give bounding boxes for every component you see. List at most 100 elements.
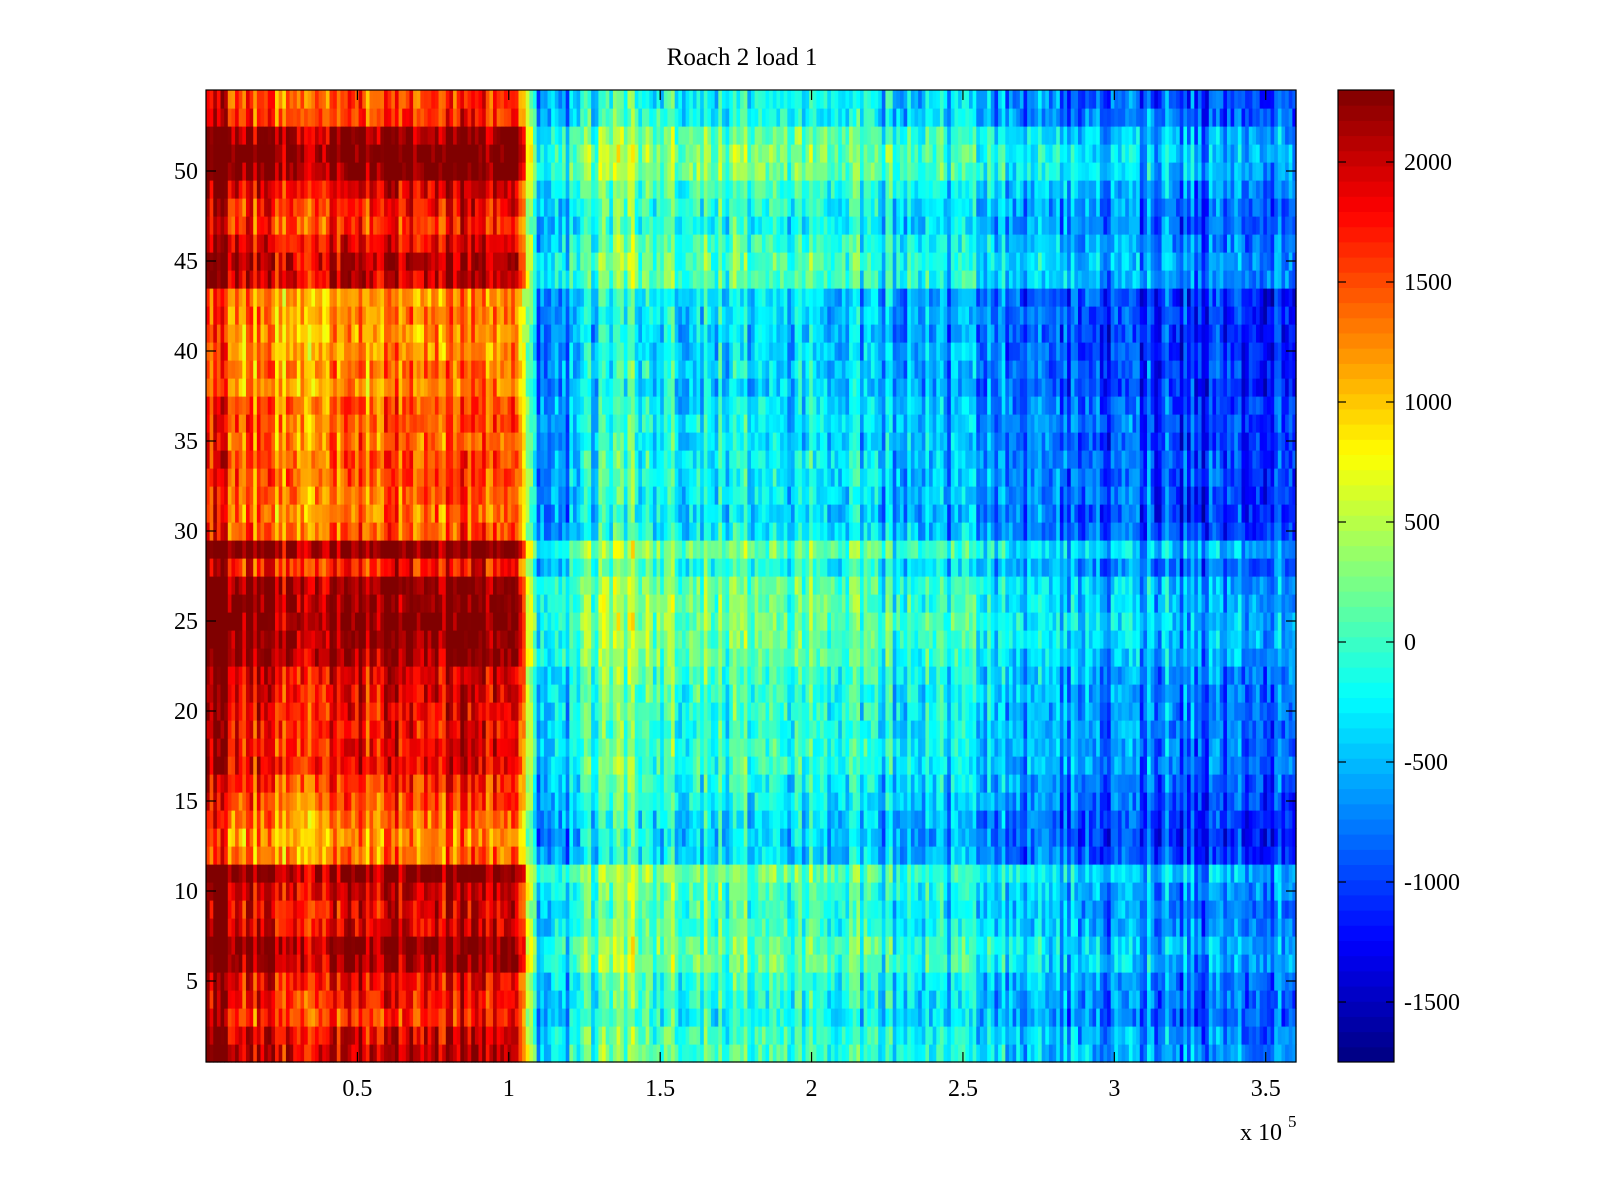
heatmap-cell — [1139, 882, 1144, 901]
heatmap-cell — [514, 756, 520, 775]
heatmap-cell — [1067, 828, 1072, 847]
heatmap-cell — [1172, 828, 1177, 847]
heatmap-cell — [1041, 936, 1046, 955]
heatmap-cell — [485, 1044, 490, 1063]
heatmap-cell — [823, 990, 828, 1009]
heatmap-cell — [373, 936, 378, 955]
heatmap-cell — [540, 990, 545, 1009]
heatmap-cell — [881, 792, 887, 811]
heatmap-cell — [398, 1026, 403, 1045]
heatmap-cell — [652, 828, 658, 847]
heatmap-cell — [663, 828, 669, 847]
heatmap-cell — [238, 828, 243, 847]
heatmap-cell — [416, 1008, 421, 1027]
heatmap-cell — [1237, 900, 1243, 919]
heatmap-cell — [881, 864, 887, 883]
heatmap-cell — [1099, 900, 1105, 919]
heatmap-cell — [1143, 774, 1148, 793]
heatmap-cell — [518, 1008, 523, 1027]
heatmap-cell — [961, 1026, 966, 1045]
heatmap-cell — [449, 1044, 454, 1063]
heatmap-cell — [1143, 990, 1148, 1009]
heatmap-cell — [961, 828, 966, 847]
heatmap-cell — [267, 1008, 272, 1027]
heatmap-cell — [253, 1026, 258, 1045]
heatmap-cell — [540, 864, 545, 883]
heatmap-cell — [878, 792, 883, 811]
heatmap-cell — [293, 846, 298, 865]
heatmap-cell — [594, 918, 599, 937]
heatmap-cell — [903, 954, 908, 973]
heatmap-cell — [703, 972, 708, 991]
heatmap-cell — [474, 990, 480, 1009]
heatmap-cell — [1234, 954, 1239, 973]
heatmap-cell — [845, 846, 850, 865]
heatmap-cell — [594, 990, 599, 1009]
heatmap-cell — [979, 828, 985, 847]
heatmap-cell — [565, 990, 570, 1009]
heatmap-cell — [551, 756, 556, 775]
heatmap-cell — [1252, 990, 1257, 1009]
heatmap-cell — [725, 810, 730, 829]
heatmap-cell — [845, 774, 850, 793]
heatmap-cell — [674, 918, 679, 937]
heatmap-cell — [336, 756, 342, 775]
heatmap-cell — [961, 1044, 966, 1063]
heatmap-cell — [540, 828, 545, 847]
heatmap-cell — [950, 774, 956, 793]
heatmap-cell — [1067, 972, 1072, 991]
heatmap-cell — [718, 1026, 723, 1045]
heatmap-cell — [463, 918, 469, 937]
heatmap-cell — [235, 864, 240, 883]
heatmap-cell — [685, 900, 690, 919]
heatmap-cell — [1056, 1026, 1061, 1045]
heatmap-cell — [522, 936, 527, 955]
heatmap-cell — [634, 990, 639, 1009]
heatmap-cell — [874, 774, 879, 793]
heatmap-cell — [954, 936, 959, 955]
heatmap-cell — [1038, 828, 1043, 847]
heatmap-cell — [569, 954, 574, 973]
heatmap-cell — [1067, 1044, 1072, 1063]
heatmap-cell — [1266, 990, 1272, 1009]
heatmap-cell — [1103, 792, 1108, 811]
heatmap-cell — [972, 918, 977, 937]
heatmap-cell — [921, 1026, 926, 1045]
heatmap-cell — [627, 792, 632, 811]
heatmap-cell — [329, 864, 334, 883]
heatmap-cell — [769, 756, 774, 775]
heatmap-cell — [642, 918, 647, 937]
heatmap-cell — [540, 936, 545, 955]
heatmap-cell — [1212, 882, 1217, 901]
heatmap-cell — [1187, 1044, 1192, 1063]
heatmap-cell — [1023, 810, 1028, 829]
heatmap-cell — [1099, 828, 1105, 847]
heatmap-cell — [496, 918, 501, 937]
heatmap-cell — [969, 900, 974, 919]
heatmap-cell — [471, 900, 476, 919]
heatmap-cell — [929, 864, 934, 883]
heatmap-cell — [1197, 1044, 1203, 1063]
heatmap-cell — [798, 900, 803, 919]
heatmap-cell — [1008, 864, 1014, 883]
heatmap-cell — [790, 954, 796, 973]
heatmap-cell — [1219, 882, 1224, 901]
heatmap-cell — [761, 1026, 767, 1045]
heatmap-cell — [932, 1026, 937, 1045]
heatmap-cell — [1266, 1044, 1272, 1063]
heatmap-cell — [645, 828, 650, 847]
heatmap-cell — [776, 1044, 781, 1063]
heatmap-cell — [805, 1008, 810, 1027]
heatmap-cell — [336, 990, 342, 1009]
heatmap-cell — [769, 972, 774, 991]
heatmap-cell — [790, 846, 796, 865]
heatmap-cell — [304, 918, 309, 937]
heatmap-cell — [841, 954, 847, 973]
heatmap-cell — [572, 918, 578, 937]
heatmap-cell — [769, 918, 774, 937]
heatmap-cell — [1125, 864, 1130, 883]
heatmap-cell — [950, 1008, 956, 1027]
heatmap-cell — [533, 954, 538, 973]
heatmap-cell — [798, 810, 803, 829]
heatmap-cell — [1201, 864, 1206, 883]
